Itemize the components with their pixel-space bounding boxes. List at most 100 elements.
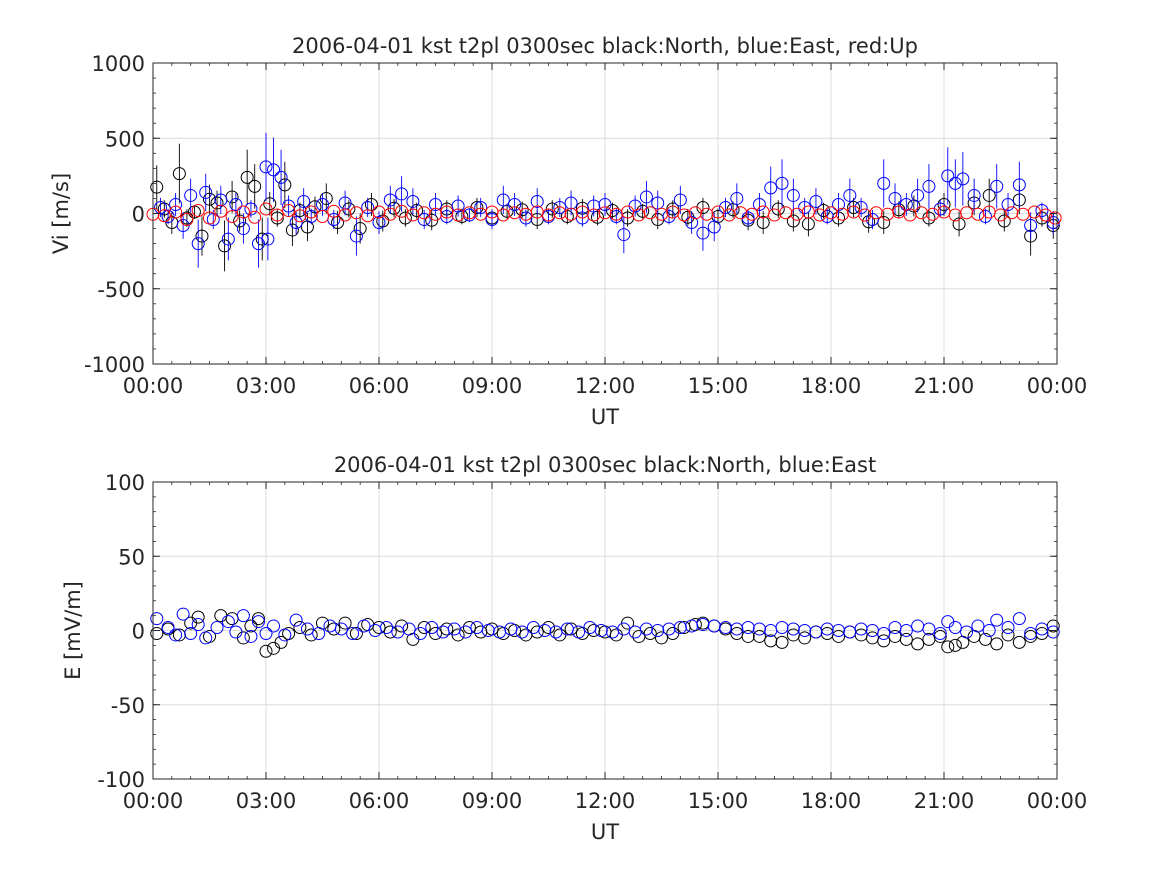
data-point xyxy=(150,180,164,194)
y-tick-label: -100 xyxy=(97,768,145,792)
data-point xyxy=(1024,219,1038,233)
data-point xyxy=(941,169,955,183)
data-point xyxy=(779,206,793,220)
series-up xyxy=(146,202,1062,227)
data-point xyxy=(764,634,778,648)
data-point xyxy=(594,624,608,637)
data-point xyxy=(1001,628,1015,642)
data-point xyxy=(1012,612,1026,626)
data-point xyxy=(244,202,258,216)
data-point xyxy=(971,619,985,633)
data-point xyxy=(293,621,307,635)
data-point xyxy=(775,621,789,635)
y-tick-label: 0 xyxy=(132,203,145,227)
x-tick-label: 12:00 xyxy=(575,789,636,813)
data-point xyxy=(960,625,974,639)
data-point xyxy=(673,193,687,207)
x-tick-label: 12:00 xyxy=(575,374,636,398)
x-tick-label: 21:00 xyxy=(914,789,975,813)
data-point xyxy=(248,179,262,193)
data-point xyxy=(854,622,868,636)
data-point xyxy=(398,211,412,225)
data-point xyxy=(195,229,209,243)
data-point xyxy=(564,622,578,636)
data-point xyxy=(764,181,778,195)
data-point xyxy=(334,622,348,636)
data-point xyxy=(933,202,947,216)
data-point xyxy=(820,622,834,636)
data-point xyxy=(229,625,243,639)
data-point xyxy=(259,202,273,216)
data-point xyxy=(402,622,416,636)
data-point xyxy=(451,199,465,213)
data-point xyxy=(304,205,318,219)
data-point xyxy=(990,613,1004,627)
data-point xyxy=(978,632,992,646)
data-point xyxy=(752,197,766,211)
data-point xyxy=(1024,626,1038,640)
data-point xyxy=(349,626,363,640)
data-point xyxy=(847,200,861,214)
data-point xyxy=(1001,197,1015,211)
data-point xyxy=(914,206,928,220)
data-point xyxy=(221,232,235,246)
data-point xyxy=(214,204,228,218)
data-point xyxy=(282,199,296,213)
data-point xyxy=(685,619,699,633)
data-point xyxy=(643,206,657,220)
data-point xyxy=(410,203,424,217)
data-point xyxy=(169,197,183,211)
data-point xyxy=(327,622,341,636)
data-point xyxy=(707,619,721,633)
data-point xyxy=(952,217,966,231)
data-point xyxy=(357,619,371,633)
data-point xyxy=(922,179,936,193)
data-point xyxy=(832,629,846,643)
x-tick-label: 00:00 xyxy=(123,789,184,813)
data-point xyxy=(933,629,947,643)
data-point xyxy=(496,193,510,207)
data-point xyxy=(278,628,292,642)
data-point xyxy=(372,621,386,635)
x-tick-label: 21:00 xyxy=(914,374,975,398)
data-point xyxy=(1039,208,1053,222)
data-point xyxy=(289,216,303,230)
data-point xyxy=(862,215,876,229)
data-point xyxy=(786,188,800,202)
data-point xyxy=(462,206,476,220)
data-point xyxy=(639,622,653,636)
data-point xyxy=(617,228,631,242)
data-point xyxy=(655,631,668,645)
data-point xyxy=(203,192,216,206)
data-point xyxy=(150,612,164,626)
data-point xyxy=(380,621,394,635)
data-point xyxy=(786,214,800,228)
data-point xyxy=(756,216,770,230)
data-point xyxy=(730,191,744,205)
y-axis-label: E [mV/m] xyxy=(61,581,85,680)
data-point xyxy=(1012,635,1026,649)
data-point xyxy=(564,196,578,210)
data-point xyxy=(383,625,397,639)
data-point xyxy=(361,200,375,214)
data-point xyxy=(285,223,299,237)
data-point xyxy=(282,203,296,217)
data-point xyxy=(251,615,265,629)
y-tick-label: 50 xyxy=(118,545,145,569)
data-point xyxy=(967,188,981,202)
data-point xyxy=(1001,621,1015,635)
data-point xyxy=(741,621,755,635)
data-point xyxy=(530,194,544,208)
data-point xyxy=(877,634,891,648)
data-point xyxy=(1005,206,1019,220)
x-tick-label: 18:00 xyxy=(801,374,862,398)
data-point xyxy=(244,629,258,643)
x-tick-label: 00:00 xyxy=(1027,374,1088,398)
data-point xyxy=(440,622,454,636)
data-point xyxy=(719,200,733,214)
data-point xyxy=(261,232,275,246)
data-point xyxy=(184,626,198,640)
data-point xyxy=(259,160,273,174)
data-point xyxy=(662,622,676,636)
x-tick-label: 09:00 xyxy=(462,789,523,813)
